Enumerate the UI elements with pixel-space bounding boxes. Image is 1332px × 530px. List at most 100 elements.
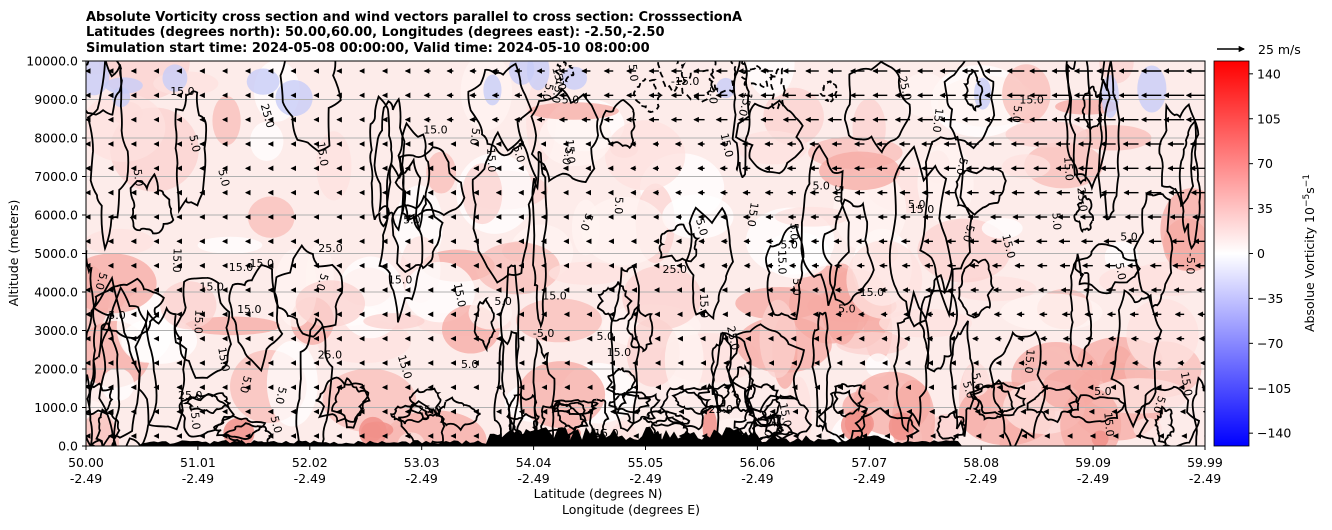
x-tick-label-lat: 52.02 [292, 455, 328, 470]
vorticity-patch [249, 121, 284, 162]
colorbar-gradient [1214, 61, 1249, 446]
contour-line [493, 330, 524, 446]
vorticity-patch [1002, 154, 1051, 179]
x-tick-label-lat: 55.05 [628, 455, 664, 470]
contour-line [957, 258, 995, 319]
contour-label: 5.0 [831, 184, 845, 203]
y-tick-label: 5000.0 [34, 246, 78, 261]
contour-label: 5.0 [838, 302, 856, 315]
chart-title: Absolute Vorticity cross section and win… [86, 10, 742, 56]
contour-label: -15.0 [671, 75, 699, 88]
x-tick-label-lat: 59.09 [1075, 455, 1111, 470]
contour-line [608, 391, 651, 414]
contour-line [943, 61, 996, 150]
contour-labels: 5.0-15.05.015.05.015.05.05.015.015.015.0… [93, 63, 1198, 439]
contour-label: 5.0 [969, 371, 986, 391]
contour-label: 15.0 [542, 289, 567, 302]
contour-line [178, 392, 235, 438]
contour-line [1073, 195, 1095, 233]
contour-label: 25.0 [1074, 187, 1089, 213]
colorbar-tick-label: 70 [1257, 156, 1273, 171]
contour-label: 5.0 [268, 414, 285, 434]
contour-line [658, 223, 701, 263]
x-tick-label-lat: 59.99 [1187, 455, 1223, 470]
colorbar-tick-label: −105 [1257, 381, 1291, 396]
title-line-1: Absolute Vorticity cross section and win… [86, 10, 742, 25]
vorticity-patch [1126, 298, 1199, 372]
contour-line [437, 396, 481, 432]
contour-label: 5.0 [1113, 262, 1129, 281]
contour-line [599, 99, 636, 150]
contour-label: 15.0 [170, 248, 184, 273]
x-tick-label-lon: -2.49 [965, 471, 997, 486]
contour-line [408, 387, 442, 420]
vorticity-patch [664, 323, 704, 397]
contour-label: 15.0 [910, 203, 935, 216]
vorticity-patch [197, 236, 263, 254]
vorticity-patch [426, 151, 457, 194]
contour-line [174, 90, 208, 214]
contour-label: 15.0 [607, 346, 632, 359]
vorticity-patch [1002, 64, 1051, 124]
y-tick-label: 8000.0 [34, 131, 78, 146]
y-tick-label: 3000.0 [34, 323, 78, 338]
contour-label: 15.0 [736, 91, 755, 118]
vorticity-patch [462, 163, 503, 225]
contour-label: 15.0 [549, 78, 567, 105]
contour-label: 5.0 [562, 94, 580, 107]
contour-label: 25.0 [318, 242, 343, 255]
colorbar-tick-label: −35 [1257, 291, 1283, 306]
vorticity-patch-negative [483, 74, 502, 106]
contour-label: 15.0 [423, 124, 448, 137]
contour-label: 5.0 [215, 168, 232, 188]
vorticity-patch [605, 120, 686, 191]
contour-label: 15.0 [249, 257, 274, 270]
y-tick-label: 0.0 [58, 439, 78, 454]
x-tick-label-lon: -2.49 [1189, 471, 1221, 486]
contour-label: 5.0 [577, 212, 595, 233]
contour-line [554, 61, 575, 83]
contour-line [817, 389, 869, 446]
contour-label: 25.0 [258, 102, 277, 129]
contour-label: 15.0 [484, 148, 498, 173]
contour-line [390, 404, 430, 425]
contour-line [86, 61, 123, 116]
x-tick-label-lon: -2.49 [70, 471, 102, 486]
vorticity-patch [86, 253, 157, 314]
contour-line [279, 61, 342, 153]
contour-label: 5.0 [510, 144, 527, 164]
contour-line [819, 80, 838, 105]
contour-line [843, 61, 911, 154]
contour-line [173, 276, 232, 379]
colorbar-tick-label: −70 [1257, 336, 1283, 351]
contour-label: 15.0 [170, 85, 195, 98]
x-tick-label-lon: -2.49 [629, 471, 661, 486]
contour-label: 15.0 [697, 293, 711, 318]
x-tick-label-lon: -2.49 [1077, 471, 1109, 486]
x-tick-label-lon: -2.49 [406, 471, 438, 486]
contour-label: 25.0 [709, 403, 734, 416]
contour-line [988, 330, 1047, 446]
contour-label: 15.0 [199, 281, 224, 294]
contour-label: 5.0 [908, 198, 926, 211]
x-tick-label-lon: -2.49 [294, 471, 326, 486]
y-tick-label: 2000.0 [34, 362, 78, 377]
x-axis: 50.00-2.4951.01-2.4952.02-2.4953.03-2.49… [68, 446, 1223, 486]
contour-label: 5.0 [953, 156, 970, 176]
x-tick-label-lat: 58.08 [963, 455, 999, 470]
contour-line [725, 323, 806, 414]
contour-label: -5.0 [533, 327, 554, 340]
contour-line [680, 69, 715, 104]
contour-line [228, 264, 284, 373]
contour-line [616, 391, 661, 424]
contour-label: 25.0 [178, 389, 203, 402]
contour-line [671, 386, 726, 415]
vorticity-patch [160, 281, 217, 330]
contour-label: 5.0 [93, 271, 110, 291]
contour-line [295, 317, 334, 446]
vorticity-patch-negative [561, 66, 588, 90]
contour-label: 15.0 [1061, 156, 1076, 181]
vorticity-patch-negative [974, 77, 992, 110]
